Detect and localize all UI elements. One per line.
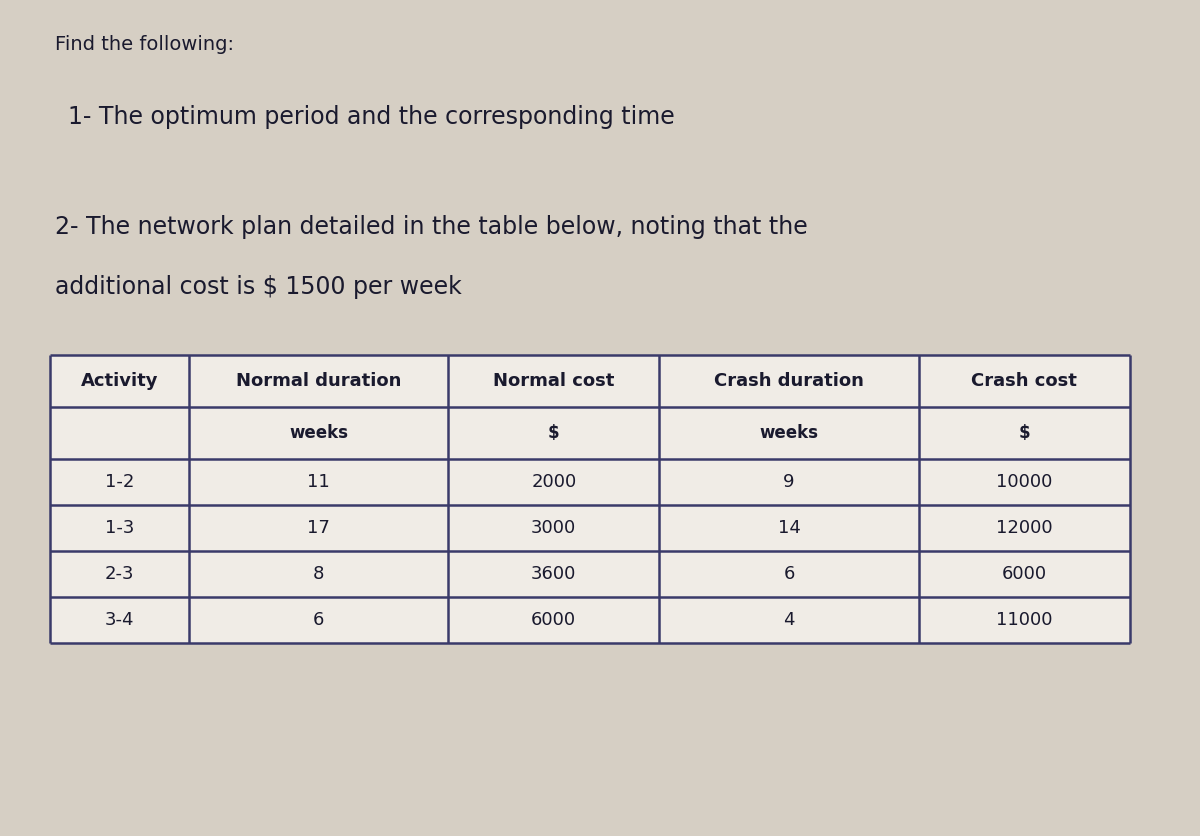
Text: 2- The network plan detailed in the table below, noting that the: 2- The network plan detailed in the tabl… — [55, 215, 808, 239]
Text: 3000: 3000 — [532, 519, 576, 537]
Text: 6000: 6000 — [1002, 565, 1046, 583]
Text: 6: 6 — [784, 565, 794, 583]
Text: 14: 14 — [778, 519, 800, 537]
Text: 1- The optimum period and the corresponding time: 1- The optimum period and the correspond… — [68, 105, 674, 129]
Text: 6000: 6000 — [532, 611, 576, 629]
Text: 3-4: 3-4 — [104, 611, 134, 629]
Text: $: $ — [1019, 424, 1031, 442]
Text: Find the following:: Find the following: — [55, 35, 234, 54]
Text: additional cost is $ 1500 per week: additional cost is $ 1500 per week — [55, 275, 462, 299]
Text: 12000: 12000 — [996, 519, 1052, 537]
Text: Crash duration: Crash duration — [714, 372, 864, 390]
Text: 4: 4 — [784, 611, 794, 629]
Text: 2-3: 2-3 — [104, 565, 134, 583]
Text: 1-3: 1-3 — [104, 519, 134, 537]
Text: 17: 17 — [307, 519, 330, 537]
Text: 11000: 11000 — [996, 611, 1052, 629]
Text: 2000: 2000 — [532, 473, 576, 491]
Text: 10000: 10000 — [996, 473, 1052, 491]
Text: Normal duration: Normal duration — [236, 372, 401, 390]
Text: weeks: weeks — [760, 424, 818, 442]
Text: 9: 9 — [784, 473, 794, 491]
Text: Crash cost: Crash cost — [972, 372, 1078, 390]
Text: 8: 8 — [313, 565, 324, 583]
Text: weeks: weeks — [289, 424, 348, 442]
Bar — [50, 355, 1130, 643]
Text: 6: 6 — [313, 611, 324, 629]
Text: Activity: Activity — [80, 372, 158, 390]
Text: Normal cost: Normal cost — [493, 372, 614, 390]
Text: $: $ — [548, 424, 559, 442]
Text: 1-2: 1-2 — [104, 473, 134, 491]
Text: 3600: 3600 — [532, 565, 576, 583]
Text: 11: 11 — [307, 473, 330, 491]
